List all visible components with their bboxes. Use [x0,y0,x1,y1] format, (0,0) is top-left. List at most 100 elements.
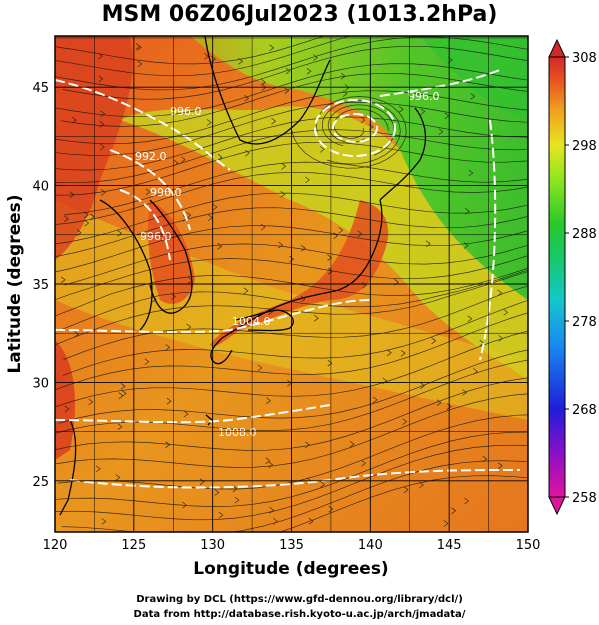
streamline [55,444,528,521]
streamline [60,72,528,127]
x-tick-label: 120 [43,538,68,553]
streamline-arrowhead [136,44,142,51]
streamline-arrowhead [357,230,363,238]
streamline-arrowhead [333,232,339,240]
plot-frame [54,35,529,533]
streamline [55,116,528,171]
streamline [62,300,528,376]
streamline-arrowhead [498,335,504,342]
streamline-arrowhead [403,486,409,494]
streamline-arrowhead [320,481,325,488]
streamline-arrowhead [328,505,334,513]
streamline-arrowhead [300,295,306,303]
streamline [55,393,528,468]
y-tick-label: 45 [32,81,49,96]
streamline-arrowhead [137,60,143,68]
streamline [64,161,528,215]
streamline-arrowhead [69,191,75,198]
streamline [55,225,528,273]
streamline-arrowhead [338,227,344,234]
streamline-arrowhead [261,78,266,86]
streamline-arrowhead [88,398,94,406]
streamline-arrowhead [182,501,187,509]
streamline-arrowhead [257,364,263,372]
streamline-arrowhead [278,241,284,249]
streamline-arrowhead [327,359,333,367]
streamline-arrowhead [463,242,469,249]
x-tick-label: 130 [200,538,225,553]
streamline-arrowhead [289,255,295,263]
streamline-arrowhead [171,293,176,300]
streamline-arrowhead [446,403,452,410]
streamline-arrowhead [305,176,310,184]
cyclone-streamline [321,100,401,165]
streamline [55,267,528,317]
streamline-arrowhead [340,72,346,80]
streamline-arrowhead [313,54,318,61]
streamline-arrowhead [266,397,271,404]
colorbar-tick-label: 308 [572,51,597,66]
streamline-arrowhead [117,423,123,430]
streamline-arrowhead [327,254,333,261]
colorbar-tick-label: 258 [572,491,597,506]
streamline-arrowhead [180,156,186,163]
streamline-arrowhead [265,457,271,464]
streamline-arrowhead [503,309,509,316]
streamline-arrowhead [418,481,424,489]
streamline-arrowhead [361,282,367,289]
streamline [58,349,528,424]
streamline-arrowhead [144,358,150,365]
streamline-arrowhead [204,53,209,60]
streamline-arrowhead [238,58,244,65]
streamline [55,207,528,257]
streamline-arrowhead [438,128,444,135]
cyclone-streamline [291,96,407,169]
streamline-arrowhead [443,520,449,527]
streamline-arrowhead [98,75,104,83]
streamline-arrowhead [398,106,404,113]
y-tick-label: 35 [32,278,49,293]
streamline-arrowhead [497,462,503,469]
streamline-arrowhead [271,117,277,125]
streamline-arrowhead [269,506,275,514]
streamline-arrowhead [464,208,470,215]
streamline-arrowhead [349,440,355,448]
streamline-arrowhead [280,191,286,198]
contour-label: 996.0 [170,105,202,118]
streamline-arrowhead [360,116,366,124]
streamline-arrowhead [187,277,193,284]
contour-label: 996.0 [140,230,172,243]
streamline-arrowhead [308,517,314,525]
streamline-arrowhead [402,418,408,425]
streamline-arrowhead [260,223,266,231]
streamline-arrowhead [479,339,485,347]
streamline-arrowhead [464,497,470,505]
streamline-arrowhead [120,383,126,390]
streamline-arrowhead [74,330,79,338]
colorbar-tick-label: 288 [572,227,597,242]
streamline-arrowhead [121,390,127,397]
streamline-arrowhead [243,287,249,295]
map-title: MSM 06Z06Jul2023 (1013.2hPa) [101,2,498,27]
streamline-arrowhead [186,323,192,331]
colorbar-tick-label: 278 [572,315,597,330]
streamline-arrowhead [151,296,157,303]
streamline-arrowhead [64,405,70,413]
streamline [279,475,528,532]
streamline-arrowhead [319,146,325,153]
streamline-arrowhead [99,143,105,151]
colorbar: 258 268 278 288 298 308 [548,38,597,516]
streamline-arrowhead [101,518,107,525]
streamline-arrowhead [212,203,218,211]
y-axis-ticks: 25 30 35 40 45 [32,81,49,490]
streamline-arrowhead [115,474,121,481]
contour-label: 1008.0 [218,426,257,439]
contour-label: 992.0 [135,150,167,163]
streamline-arrowhead [468,169,474,177]
y-tick-label: 40 [32,180,49,195]
streamline [60,269,528,331]
streamline-arrowhead [199,478,205,485]
streamline-arrowhead [361,460,366,467]
streamline [55,330,528,408]
streamline-arrowhead [217,242,223,250]
